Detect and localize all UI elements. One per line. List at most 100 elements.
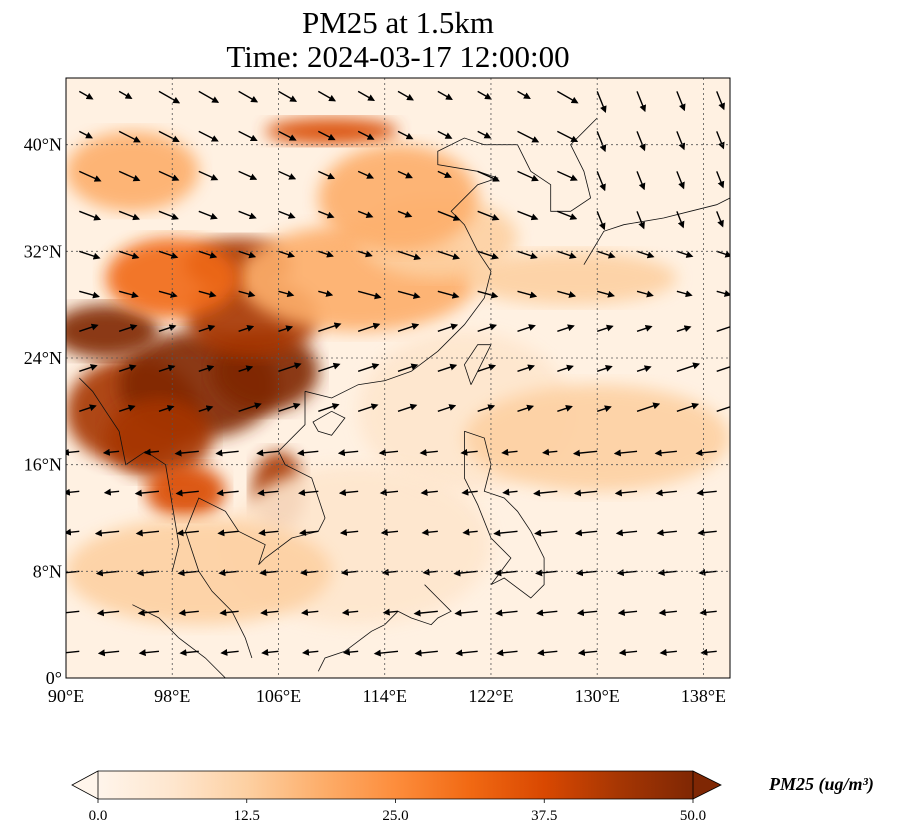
- wind-arrow: [238, 130, 258, 142]
- wind-arrow: [676, 131, 686, 151]
- wind-arrow: [198, 250, 218, 259]
- wind-arrow: [158, 364, 176, 372]
- wind-arrow: [437, 130, 453, 139]
- wind-arrow: [238, 325, 255, 332]
- wind-arrow: [357, 290, 382, 300]
- wind-arrow: [238, 170, 258, 181]
- wind-arrow: [414, 649, 438, 657]
- wind-arrow: [397, 290, 421, 299]
- wind-arrow: [557, 250, 577, 259]
- wind-arrow: [382, 608, 399, 616]
- wind-arrow: [198, 90, 220, 103]
- wind-arrow: [437, 250, 461, 260]
- coastline: [317, 584, 452, 672]
- wind-arrow: [477, 130, 492, 139]
- wind-arrow: [79, 290, 100, 299]
- wind-arrow: [596, 405, 612, 412]
- wind-arrow: [437, 290, 460, 299]
- wind-arrow: [66, 570, 80, 574]
- wind-arrow: [238, 402, 262, 412]
- wind-arrow: [613, 449, 638, 457]
- wind-arrow: [158, 405, 175, 412]
- wind-arrow: [517, 364, 535, 372]
- wind-arrow: [118, 404, 136, 412]
- wind-arrow: [134, 489, 160, 497]
- wind-arrow: [66, 650, 80, 654]
- wind-arrow: [318, 250, 334, 258]
- wind-arrow: [337, 449, 359, 457]
- wind-arrow: [557, 405, 573, 412]
- wind-arrow: [636, 250, 655, 259]
- wind-arrow: [259, 569, 279, 577]
- wind-arrow: [716, 91, 725, 111]
- wind-arrow: [177, 569, 199, 577]
- wind-arrow: [217, 529, 239, 537]
- wind-arrow: [477, 250, 499, 260]
- wind-arrow: [421, 528, 438, 536]
- wind-arrow: [696, 489, 717, 497]
- wind-arrow: [79, 323, 99, 332]
- wind-arrow: [618, 648, 638, 656]
- wind-arrow: [238, 250, 257, 259]
- wind-arrow: [676, 362, 701, 372]
- wind-arrow: [501, 448, 518, 456]
- wind-arrow: [716, 406, 730, 412]
- wind-arrow: [357, 210, 374, 219]
- wind-arrow: [178, 609, 199, 617]
- wind-arrow: [657, 569, 677, 577]
- wind-arrow: [278, 90, 298, 102]
- wind-arrow: [66, 610, 80, 614]
- wind-arrow: [340, 568, 359, 576]
- lon-tick-label: 114°E: [362, 686, 407, 706]
- wind-arrow: [198, 290, 217, 298]
- coastline: [185, 391, 326, 659]
- wind-arrow: [79, 250, 101, 260]
- wind-arrow: [318, 210, 335, 219]
- lat-tick-label: 32°N: [24, 241, 62, 261]
- wind-arrow: [437, 90, 453, 100]
- wind-arrow: [517, 170, 539, 182]
- wind-arrow: [78, 170, 102, 182]
- wind-arrow: [278, 362, 302, 372]
- wind-arrow: [419, 448, 438, 456]
- coastline: [464, 430, 545, 599]
- wind-arrow: [342, 648, 359, 656]
- wind-arrow: [656, 529, 677, 537]
- wind-arrow: [258, 529, 279, 537]
- gridlines: [66, 78, 730, 678]
- lon-tick-label: 130°E: [575, 686, 620, 706]
- wind-arrow: [138, 649, 160, 657]
- wind-arrow: [118, 364, 137, 372]
- wind-arrow: [118, 170, 141, 182]
- wind-arrow: [397, 210, 413, 218]
- wind-arrow: [339, 528, 359, 536]
- colorbar-tick-label: 50.0: [680, 808, 706, 824]
- wind-arrow: [66, 488, 80, 496]
- wind-arrow: [534, 529, 558, 537]
- wind-arrow: [494, 569, 518, 577]
- wind-arrow: [699, 608, 717, 616]
- wind-arrow: [318, 403, 340, 412]
- wind-arrow: [574, 529, 598, 537]
- wind-arrow: [397, 90, 414, 101]
- coastline: [132, 604, 226, 678]
- wind-arrow: [413, 609, 438, 617]
- colorbar-tick-label: 0.0: [89, 808, 108, 824]
- colorbar-tick-label: 12.5: [234, 808, 260, 824]
- wind-arrow: [716, 366, 730, 372]
- wind-arrow: [256, 449, 279, 457]
- wind-arrow: [257, 489, 279, 497]
- wind-arrow: [218, 569, 239, 577]
- wind-arrow: [477, 290, 499, 299]
- wind-arrow: [695, 449, 717, 457]
- wind-arrow: [238, 90, 259, 103]
- wind-arrow: [455, 649, 478, 657]
- wind-arrow: [437, 363, 458, 372]
- wind-arrow: [174, 449, 199, 457]
- lat-tick-label: 24°N: [24, 348, 62, 368]
- wind-arrow: [260, 608, 279, 616]
- title-line-2: Time: 2024-03-17 12:00:00: [226, 39, 570, 74]
- wind-arrow: [278, 210, 296, 219]
- colorbar-ticks: 0.0 12.5 25.0 37.5 50.0: [89, 799, 706, 824]
